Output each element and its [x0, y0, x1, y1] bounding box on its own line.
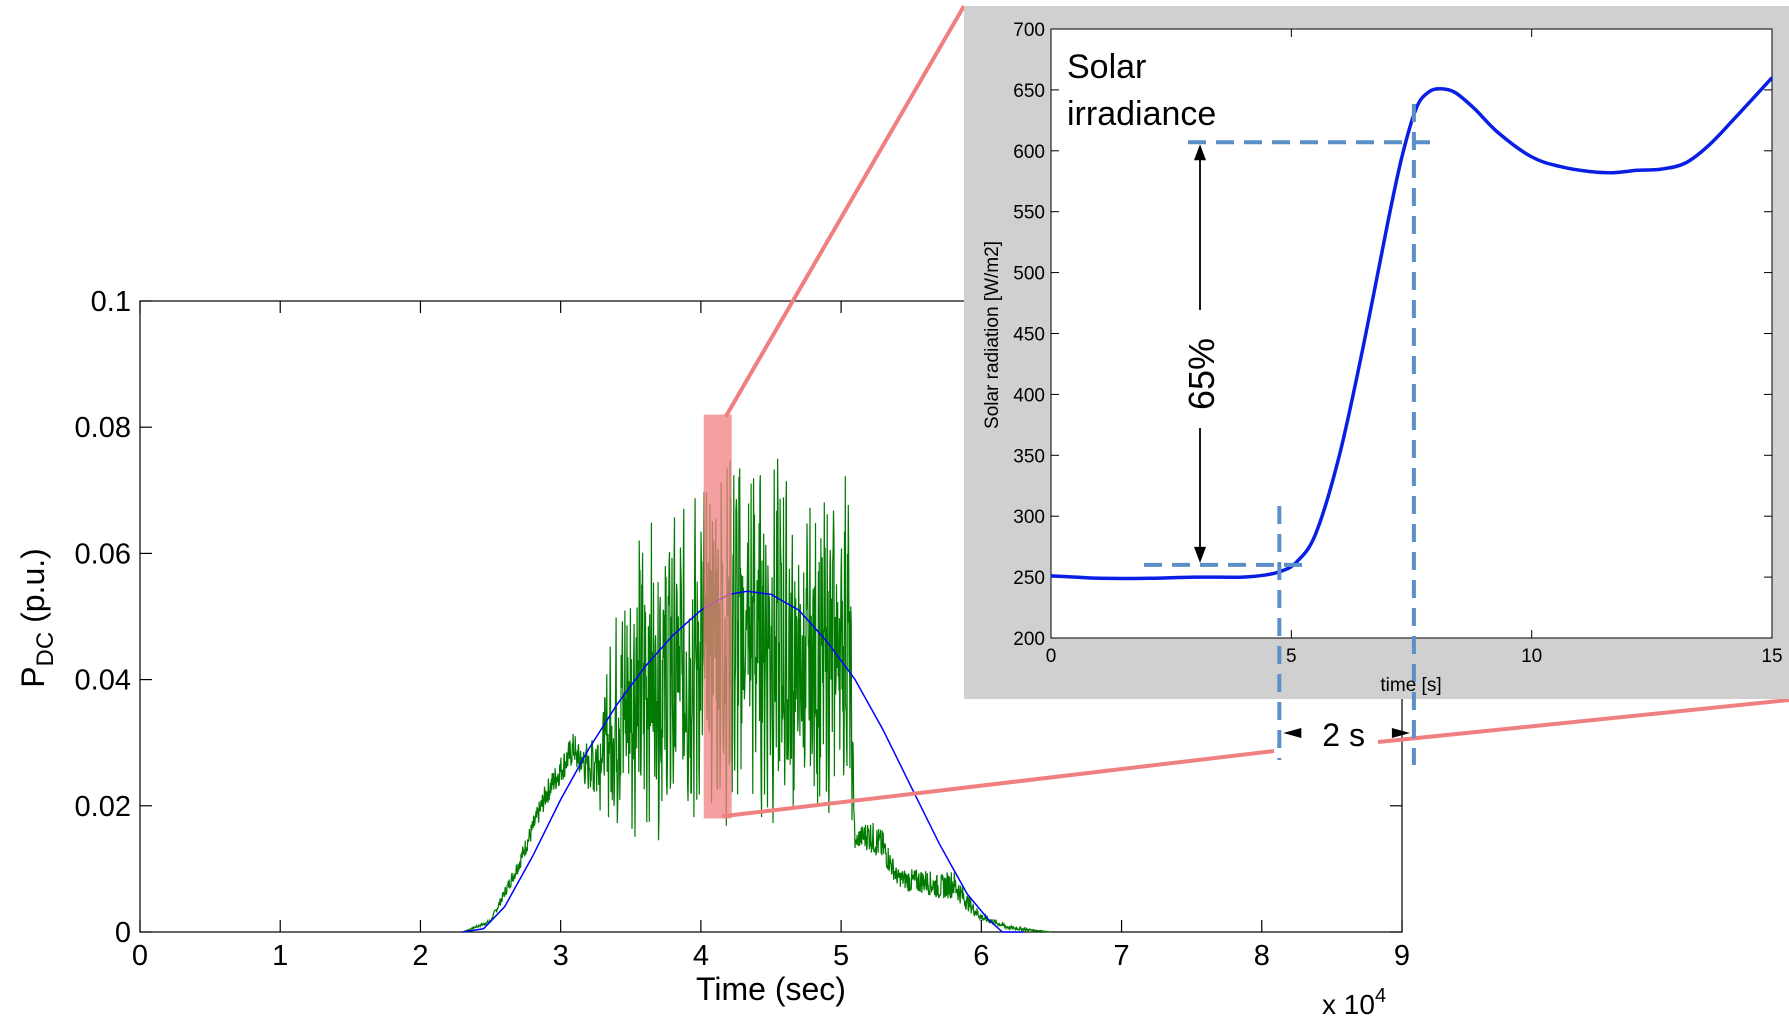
main-x-axis-label: Time (sec) [696, 971, 846, 1007]
inset-y-tick-label: 200 [1013, 629, 1045, 650]
x-multiplier-exponent: 4 [1375, 985, 1386, 1007]
inset-series-group [1050, 76, 1774, 581]
main-y-label-sub: DC [32, 632, 59, 667]
zoom-highlight-group [703, 414, 732, 819]
inset-y-tick-label: 250 [1013, 568, 1045, 589]
main-x-tick-label: 2 [412, 940, 428, 972]
inset-y-tick-label: 450 [1013, 325, 1045, 346]
inset-y-tick-label: 350 [1013, 446, 1045, 467]
main-x-tick-label: 1 [272, 940, 288, 972]
inset-y-tick-label: 700 [1013, 20, 1045, 41]
main-y-tick-label: 0.08 [75, 412, 131, 444]
x-multiplier-label: x 104 [1322, 985, 1386, 1020]
zoom-connector-bottom-right [1377, 698, 1789, 744]
inset-y-tick-label: 300 [1013, 507, 1045, 528]
inset-title-line-2: irradiance [1067, 95, 1216, 133]
inset-title-line-1: Solar [1067, 48, 1146, 86]
percent-arrow-down-head [1194, 546, 1207, 563]
main-series-group [462, 458, 1052, 934]
inset-x-tick-label: 0 [1046, 646, 1057, 667]
main-x-tick-label: 3 [553, 940, 569, 972]
delta-arrow-left-head [1283, 728, 1302, 738]
inset-x-tick-label: 15 [1761, 646, 1782, 667]
inset-x-axis-label: time [s] [1380, 675, 1441, 696]
inset-plot-frame [1050, 28, 1773, 639]
zoom-connector-group [721, 4, 1789, 819]
series-solar-irradiance [1050, 76, 1774, 581]
inset-y-tick-label: 600 [1013, 142, 1045, 163]
inset-x-tick-label: 10 [1521, 646, 1542, 667]
inset-y-axis-label: Solar radiation [W/m2] [982, 241, 1003, 429]
zoom-connector-bottom-left [721, 749, 1275, 819]
main-x-tick-label: 6 [973, 940, 989, 972]
x-multiplier-base: x 10 [1322, 989, 1375, 1020]
main-y-tick-label: 0 [115, 917, 131, 949]
inset-x-tick-label: 5 [1286, 646, 1297, 667]
main-y-axis-label: PDC (p.u.) [15, 548, 59, 688]
inset-y-tick-label: 500 [1013, 264, 1045, 285]
inset-y-tick-label: 550 [1013, 203, 1045, 224]
delta-arrow-right-head [1391, 728, 1410, 738]
main-y-label-suffix: (p.u.) [15, 548, 51, 632]
inset-y-tick-label: 400 [1013, 385, 1045, 406]
main-y-tick-label: 0.06 [75, 538, 131, 570]
percent-arrow-up-head [1194, 144, 1207, 161]
inset-tick-group: 0 5 10 15 200 250 300 350 400 450 500 550 600 650 700 [1013, 20, 1782, 667]
main-y-tick-label: 0.04 [75, 665, 131, 697]
main-x-tick-label: 4 [693, 940, 709, 972]
inset-chart: 0 5 10 15200250300350400450500550600650700 … [964, 6, 1789, 765]
series-clear-sky-envelope [462, 590, 1024, 933]
inset-y-tick-label: 650 [1013, 81, 1045, 102]
main-x-tick-label: 7 [1113, 940, 1129, 972]
series-measured-power [462, 458, 1052, 934]
main-y-label-main: P [15, 666, 51, 687]
percent-change-label: 65% [1181, 338, 1222, 410]
main-y-tick-label: 0.02 [75, 791, 131, 823]
delta-time-label: 2 s [1322, 717, 1365, 753]
main-x-tick-label: 5 [833, 940, 849, 972]
svg-text:PDC (p.u.): PDC (p.u.) [15, 548, 59, 688]
inset-annotation-group: 65% 2 s [1144, 104, 1430, 765]
zoom-highlight-rect [703, 414, 732, 819]
main-x-tick-label: 9 [1394, 940, 1410, 972]
zoom-connector-top [724, 4, 966, 418]
main-x-tick-label: 8 [1254, 940, 1270, 972]
main-tick-group: 0 1 2 3 4 5 6 7 8 9 0 0.02 0.04 0.06 0.08 0.1 [75, 286, 1411, 972]
main-x-tick-label: 0 [132, 940, 148, 972]
main-y-tick-label: 0.1 [91, 286, 131, 318]
